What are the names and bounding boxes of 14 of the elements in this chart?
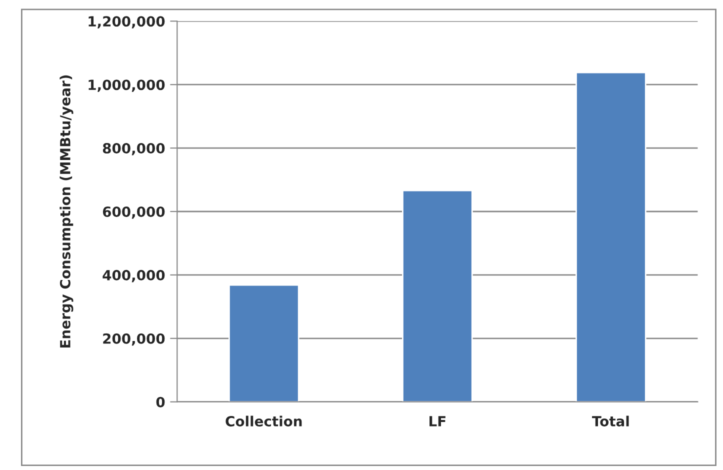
- bar: [228, 284, 300, 402]
- bar: [576, 72, 646, 402]
- y-tick-label: 0: [156, 396, 165, 408]
- y-tick-label: 200,000: [103, 333, 165, 346]
- y-tick-label: 1,200,000: [88, 16, 165, 28]
- y-tick-label: 800,000: [102, 143, 165, 156]
- bar: [402, 190, 473, 402]
- y-tick-label: 400,000: [102, 270, 165, 282]
- y-tick-label: 1,000,000: [88, 80, 165, 92]
- y-tick-label: 600,000: [102, 206, 165, 219]
- x-tick-label: LF: [430, 416, 446, 426]
- x-tick-label: Collection: [226, 416, 302, 426]
- y-axis-title: Energy Consumption (MMBtu/year): [60, 75, 74, 348]
- x-tick-label: Total: [592, 416, 629, 426]
